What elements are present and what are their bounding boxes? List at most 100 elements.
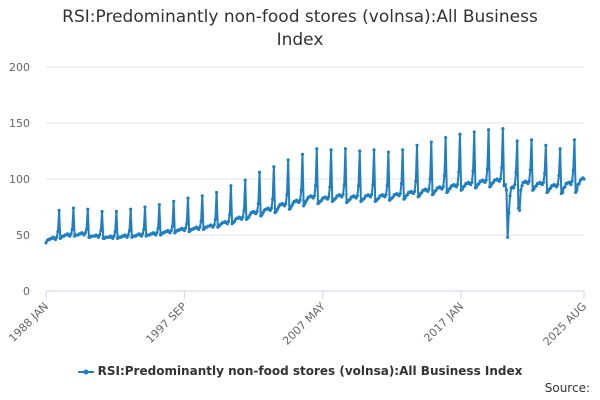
data-point[interactable] [228, 213, 232, 217]
data-point[interactable] [577, 181, 581, 186]
data-point[interactable] [71, 206, 76, 210]
data-point[interactable] [528, 168, 532, 172]
data-point[interactable] [455, 183, 460, 187]
data-point[interactable] [271, 197, 275, 201]
data-point[interactable] [385, 184, 389, 188]
data-point[interactable] [508, 194, 512, 198]
data-point[interactable] [169, 228, 173, 233]
data-point[interactable] [543, 171, 547, 175]
data-point[interactable] [558, 147, 562, 151]
data-point[interactable] [485, 167, 489, 171]
data-point[interactable] [226, 219, 231, 224]
data-point[interactable] [214, 190, 219, 195]
data-point[interactable] [315, 147, 319, 151]
data-point[interactable] [185, 222, 189, 226]
data-point[interactable] [507, 211, 511, 215]
data-point[interactable] [560, 190, 565, 195]
data-point[interactable] [343, 147, 348, 151]
data-point[interactable] [457, 170, 461, 174]
data-point[interactable] [286, 158, 290, 162]
data-point[interactable] [56, 230, 60, 234]
data-point[interactable] [515, 139, 519, 143]
data-point[interactable] [83, 231, 87, 235]
data-point[interactable] [86, 207, 90, 211]
data-point[interactable] [299, 188, 303, 192]
data-point[interactable] [55, 235, 59, 239]
data-point[interactable] [529, 138, 534, 142]
data-point[interactable] [70, 227, 74, 231]
data-point[interactable] [544, 143, 548, 147]
data-point[interactable] [98, 233, 102, 237]
data-point[interactable] [517, 208, 522, 212]
data-point[interactable] [198, 225, 202, 229]
data-point[interactable] [358, 149, 362, 153]
data-point[interactable] [229, 184, 233, 188]
data-point[interactable] [113, 230, 117, 234]
data-point[interactable] [569, 183, 573, 187]
data-point[interactable] [183, 226, 188, 230]
data-point[interactable] [200, 194, 204, 198]
data-point[interactable] [143, 205, 147, 209]
data-point[interactable] [504, 188, 509, 192]
data-point[interactable] [114, 209, 118, 214]
data-point[interactable] [112, 234, 116, 238]
data-point[interactable] [356, 184, 361, 188]
data-point[interactable] [415, 143, 419, 147]
data-point[interactable] [127, 228, 132, 233]
data-point[interactable] [213, 217, 217, 221]
data-point[interactable] [541, 180, 546, 184]
data-point[interactable] [527, 179, 531, 183]
data-point[interactable] [428, 177, 432, 181]
data-point[interactable] [413, 189, 417, 193]
data-point[interactable] [100, 209, 104, 214]
data-point[interactable] [472, 130, 476, 134]
data-point[interactable] [401, 148, 405, 152]
data-point[interactable] [563, 185, 567, 189]
data-point[interactable] [242, 208, 246, 212]
data-point[interactable] [582, 177, 586, 181]
data-point[interactable] [501, 127, 505, 131]
data-point[interactable] [126, 233, 130, 237]
data-point[interactable] [129, 207, 133, 211]
data-point[interactable] [329, 148, 333, 152]
data-point[interactable] [312, 194, 316, 198]
data-point[interactable] [157, 203, 161, 207]
data-point[interactable] [328, 185, 332, 189]
data-point[interactable] [342, 183, 346, 187]
data-point[interactable] [285, 193, 289, 197]
data-point[interactable] [370, 193, 374, 197]
data-point[interactable] [520, 184, 524, 188]
data-point[interactable] [506, 235, 510, 239]
data-point[interactable] [241, 215, 245, 219]
data-point[interactable] [458, 132, 462, 136]
data-point[interactable] [471, 169, 475, 173]
data-point[interactable] [284, 202, 288, 206]
data-point[interactable] [256, 202, 260, 206]
data-point[interactable] [298, 198, 302, 202]
data-point[interactable] [142, 227, 146, 231]
data-point[interactable] [519, 188, 523, 192]
data-point[interactable] [470, 180, 474, 184]
data-point[interactable] [498, 177, 503, 181]
data-point[interactable] [314, 184, 318, 188]
data-point[interactable] [99, 228, 103, 233]
data-point[interactable] [186, 196, 190, 200]
data-point[interactable] [386, 150, 390, 154]
data-point[interactable] [384, 193, 388, 197]
data-point[interactable] [556, 183, 560, 187]
data-point[interactable] [341, 193, 345, 197]
data-point[interactable] [444, 135, 448, 140]
data-point[interactable] [398, 191, 402, 196]
data-point[interactable] [512, 186, 516, 190]
data-point[interactable] [575, 188, 579, 192]
data-point[interactable] [243, 178, 247, 182]
data-point[interactable] [327, 195, 331, 199]
data-point[interactable] [257, 170, 262, 174]
data-point[interactable] [572, 138, 577, 142]
data-point[interactable] [570, 179, 574, 183]
data-point[interactable] [300, 152, 305, 156]
data-point[interactable] [355, 194, 359, 198]
data-point[interactable] [212, 223, 216, 227]
data-point[interactable] [513, 183, 517, 187]
data-point[interactable] [571, 168, 575, 172]
